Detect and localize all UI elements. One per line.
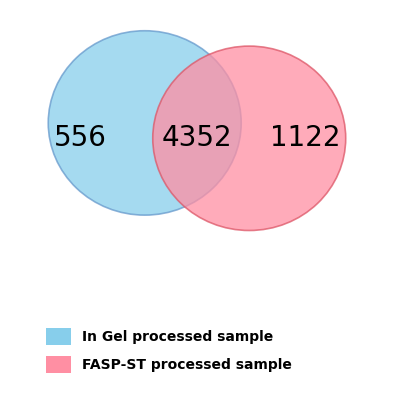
Text: 556: 556 (54, 124, 107, 152)
Ellipse shape (48, 31, 241, 215)
Ellipse shape (152, 46, 345, 230)
Text: 1122: 1122 (269, 124, 340, 152)
Legend: In Gel processed sample, FASP-ST processed sample: In Gel processed sample, FASP-ST process… (39, 321, 298, 380)
Text: 4352: 4352 (161, 124, 232, 152)
